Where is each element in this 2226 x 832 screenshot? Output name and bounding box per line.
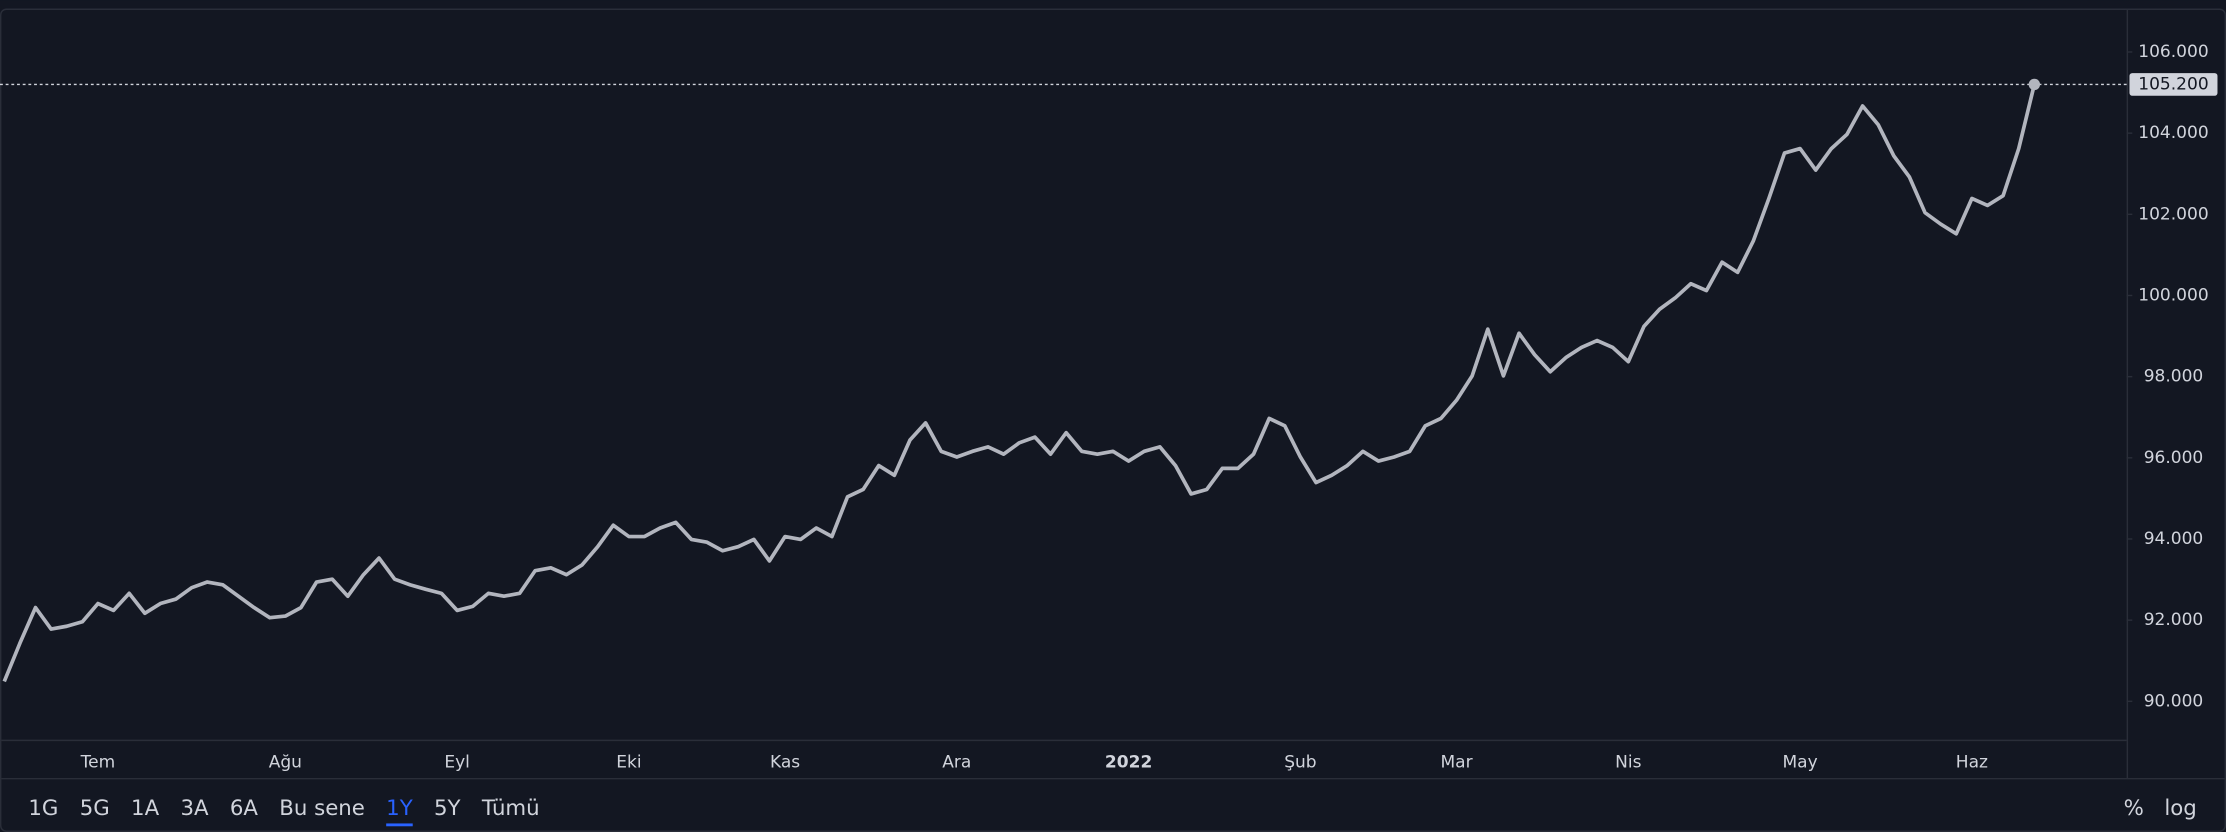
frame xyxy=(0,8,2226,832)
scale-option[interactable]: % xyxy=(2124,796,2144,821)
y-tick-label: 90.000 xyxy=(2144,691,2204,711)
y-tick-label: 100.000 xyxy=(2138,285,2208,305)
x-tick-label: Tem xyxy=(80,752,116,772)
range-button[interactable]: 1A xyxy=(131,796,160,821)
range-button[interactable]: 1G xyxy=(28,796,58,821)
x-tick-label: Eki xyxy=(616,752,641,772)
y-tick-label: 104.000 xyxy=(2138,123,2208,143)
x-tick-label: Nis xyxy=(1615,752,1641,772)
x-tick-label: Kas xyxy=(770,752,800,772)
range-button[interactable]: 5Y xyxy=(434,796,462,821)
last-point xyxy=(2028,78,2041,91)
y-tick-label: 92.000 xyxy=(2144,610,2204,630)
x-tick-label: Mar xyxy=(1440,752,1472,772)
x-tick-label: Eyl xyxy=(444,752,470,772)
active-underline xyxy=(386,823,413,827)
range-button[interactable]: 5G xyxy=(80,796,110,821)
scale-option[interactable]: log xyxy=(2164,796,2196,821)
x-tick-label: Ağu xyxy=(269,752,302,772)
range-button[interactable]: 3A xyxy=(180,796,209,821)
y-tick-label: 102.000 xyxy=(2138,204,2208,224)
range-button[interactable]: Bu sene xyxy=(279,796,365,821)
range-button[interactable]: Tümü xyxy=(481,796,540,821)
last-price-badge xyxy=(2129,73,2218,96)
y-tick-label: 98.000 xyxy=(2144,367,2204,387)
x-tick-label: Haz xyxy=(1956,752,1988,772)
x-tick-label: Ara xyxy=(942,752,971,772)
x-tick-label: May xyxy=(1783,752,1818,772)
y-tick-label: 96.000 xyxy=(2144,448,2204,468)
last-price-label: 105.200 xyxy=(2138,74,2208,94)
y-tick-label: 94.000 xyxy=(2144,529,2204,549)
range-button[interactable]: 1Y xyxy=(386,796,414,821)
range-button[interactable]: 6A xyxy=(230,796,259,821)
price-line xyxy=(2,84,2037,683)
y-tick-label: 106.000 xyxy=(2138,42,2208,62)
x-tick-label: 2022 xyxy=(1105,752,1152,772)
x-tick-label: Şub xyxy=(1284,752,1316,772)
